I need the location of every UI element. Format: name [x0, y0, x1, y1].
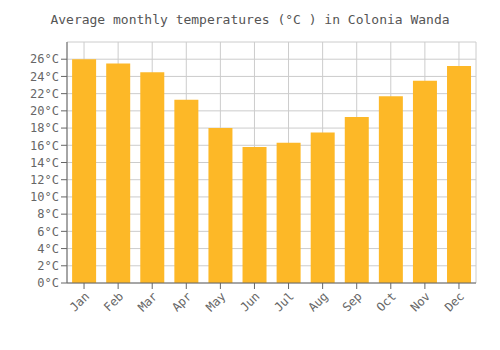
svg-text:4°C: 4°C	[37, 242, 59, 256]
svg-text:10°C: 10°C	[30, 190, 59, 204]
svg-text:Jul: Jul	[271, 289, 296, 314]
svg-text:26°C: 26°C	[30, 52, 59, 66]
svg-text:16°C: 16°C	[30, 139, 59, 153]
svg-text:14°C: 14°C	[30, 156, 59, 170]
svg-text:0°C: 0°C	[37, 276, 59, 290]
svg-text:Feb: Feb	[101, 289, 126, 314]
svg-text:May: May	[203, 289, 228, 314]
svg-text:12°C: 12°C	[30, 173, 59, 187]
svg-text:22°C: 22°C	[30, 87, 59, 101]
svg-text:Apr: Apr	[169, 289, 194, 314]
svg-text:Nov: Nov	[408, 289, 433, 314]
svg-text:Sep: Sep	[340, 289, 365, 314]
svg-text:18°C: 18°C	[30, 121, 59, 135]
svg-text:Dec: Dec	[442, 289, 467, 314]
svg-text:Oct: Oct	[374, 289, 399, 314]
svg-text:20°C: 20°C	[30, 104, 59, 118]
html-text:Average monthly temperatures (: Average monthly temperatures (°C ) in Co…	[50, 12, 450, 27]
svg-text:6°C: 6°C	[37, 225, 59, 239]
svg-text:2°C: 2°C	[37, 259, 59, 273]
svg-text:Mar: Mar	[135, 289, 160, 314]
svg-text:Jun: Jun	[237, 289, 262, 314]
svg-text:8°C: 8°C	[37, 207, 59, 221]
svg-text:Aug: Aug	[306, 289, 331, 314]
svg-text:Jan: Jan	[67, 289, 92, 314]
svg-text:24°C: 24°C	[30, 70, 59, 84]
